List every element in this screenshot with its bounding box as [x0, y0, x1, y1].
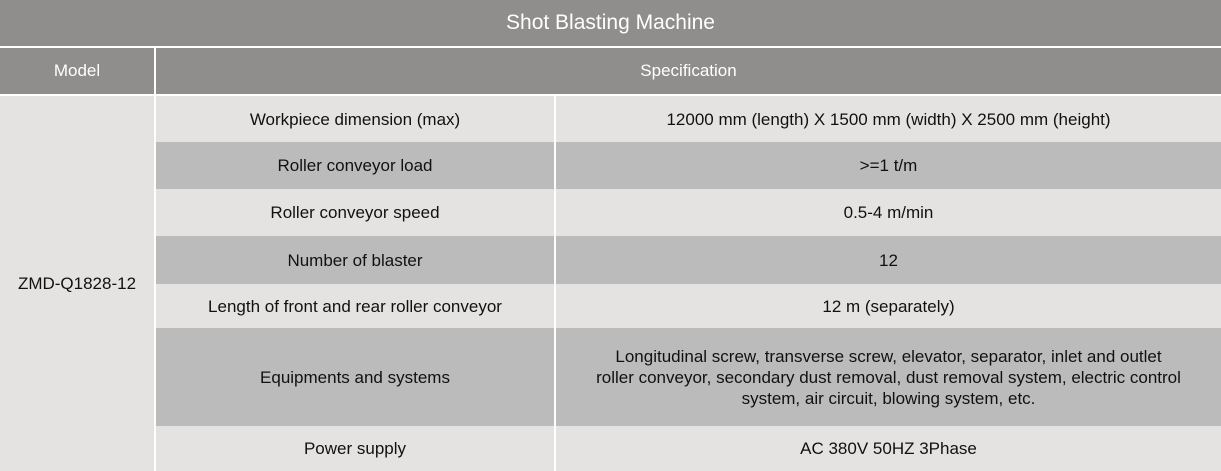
spec-value: 12 m (separately) [822, 296, 955, 316]
table-title: Shot Blasting Machine [0, 0, 1221, 48]
spec-name: Roller conveyor load [156, 142, 556, 189]
spec-value: >=1 t/m [859, 156, 918, 175]
header-model: Model [0, 48, 156, 94]
table-row: Roller conveyor load >=1 t/m [156, 142, 1221, 189]
spec-name: Workpiece dimension (max) [156, 96, 556, 142]
header-row: Model Specification [0, 48, 1221, 96]
table-row: Power supply AC 380V 50HZ 3Phase [156, 426, 1221, 471]
spec-name: Equipments and systems [156, 328, 556, 426]
table-row: Roller conveyor speed 0.5-4 m/min [156, 189, 1221, 236]
table-row: Workpiece dimension (max) 12000 mm (lengt… [156, 96, 1221, 142]
model-cell: ZMD-Q1828-12 [0, 96, 156, 471]
spec-name: Number of blaster [156, 236, 556, 284]
spec-value: 0.5-4 m/min [843, 203, 934, 222]
spec-name: Length of front and rear roller conveyor [156, 284, 556, 328]
spec-value: 12000 mm (length) X 1500 mm (width) X 25… [666, 109, 1111, 129]
spec-value: AC 380V 50HZ 3Phase [800, 439, 977, 458]
table-row: Length of front and rear roller conveyor… [156, 284, 1221, 328]
table-row: Number of blaster 12 [156, 236, 1221, 284]
spec-value: 12 [879, 250, 898, 270]
spec-name: Power supply [156, 426, 556, 471]
table-row: Equipments and systems Longitudinal screw… [156, 328, 1221, 426]
spec-name: Roller conveyor speed [156, 189, 556, 236]
header-specification: Specification [156, 48, 1221, 94]
spec-value: Longitudinal screw, transverse screw, el… [596, 346, 1181, 408]
